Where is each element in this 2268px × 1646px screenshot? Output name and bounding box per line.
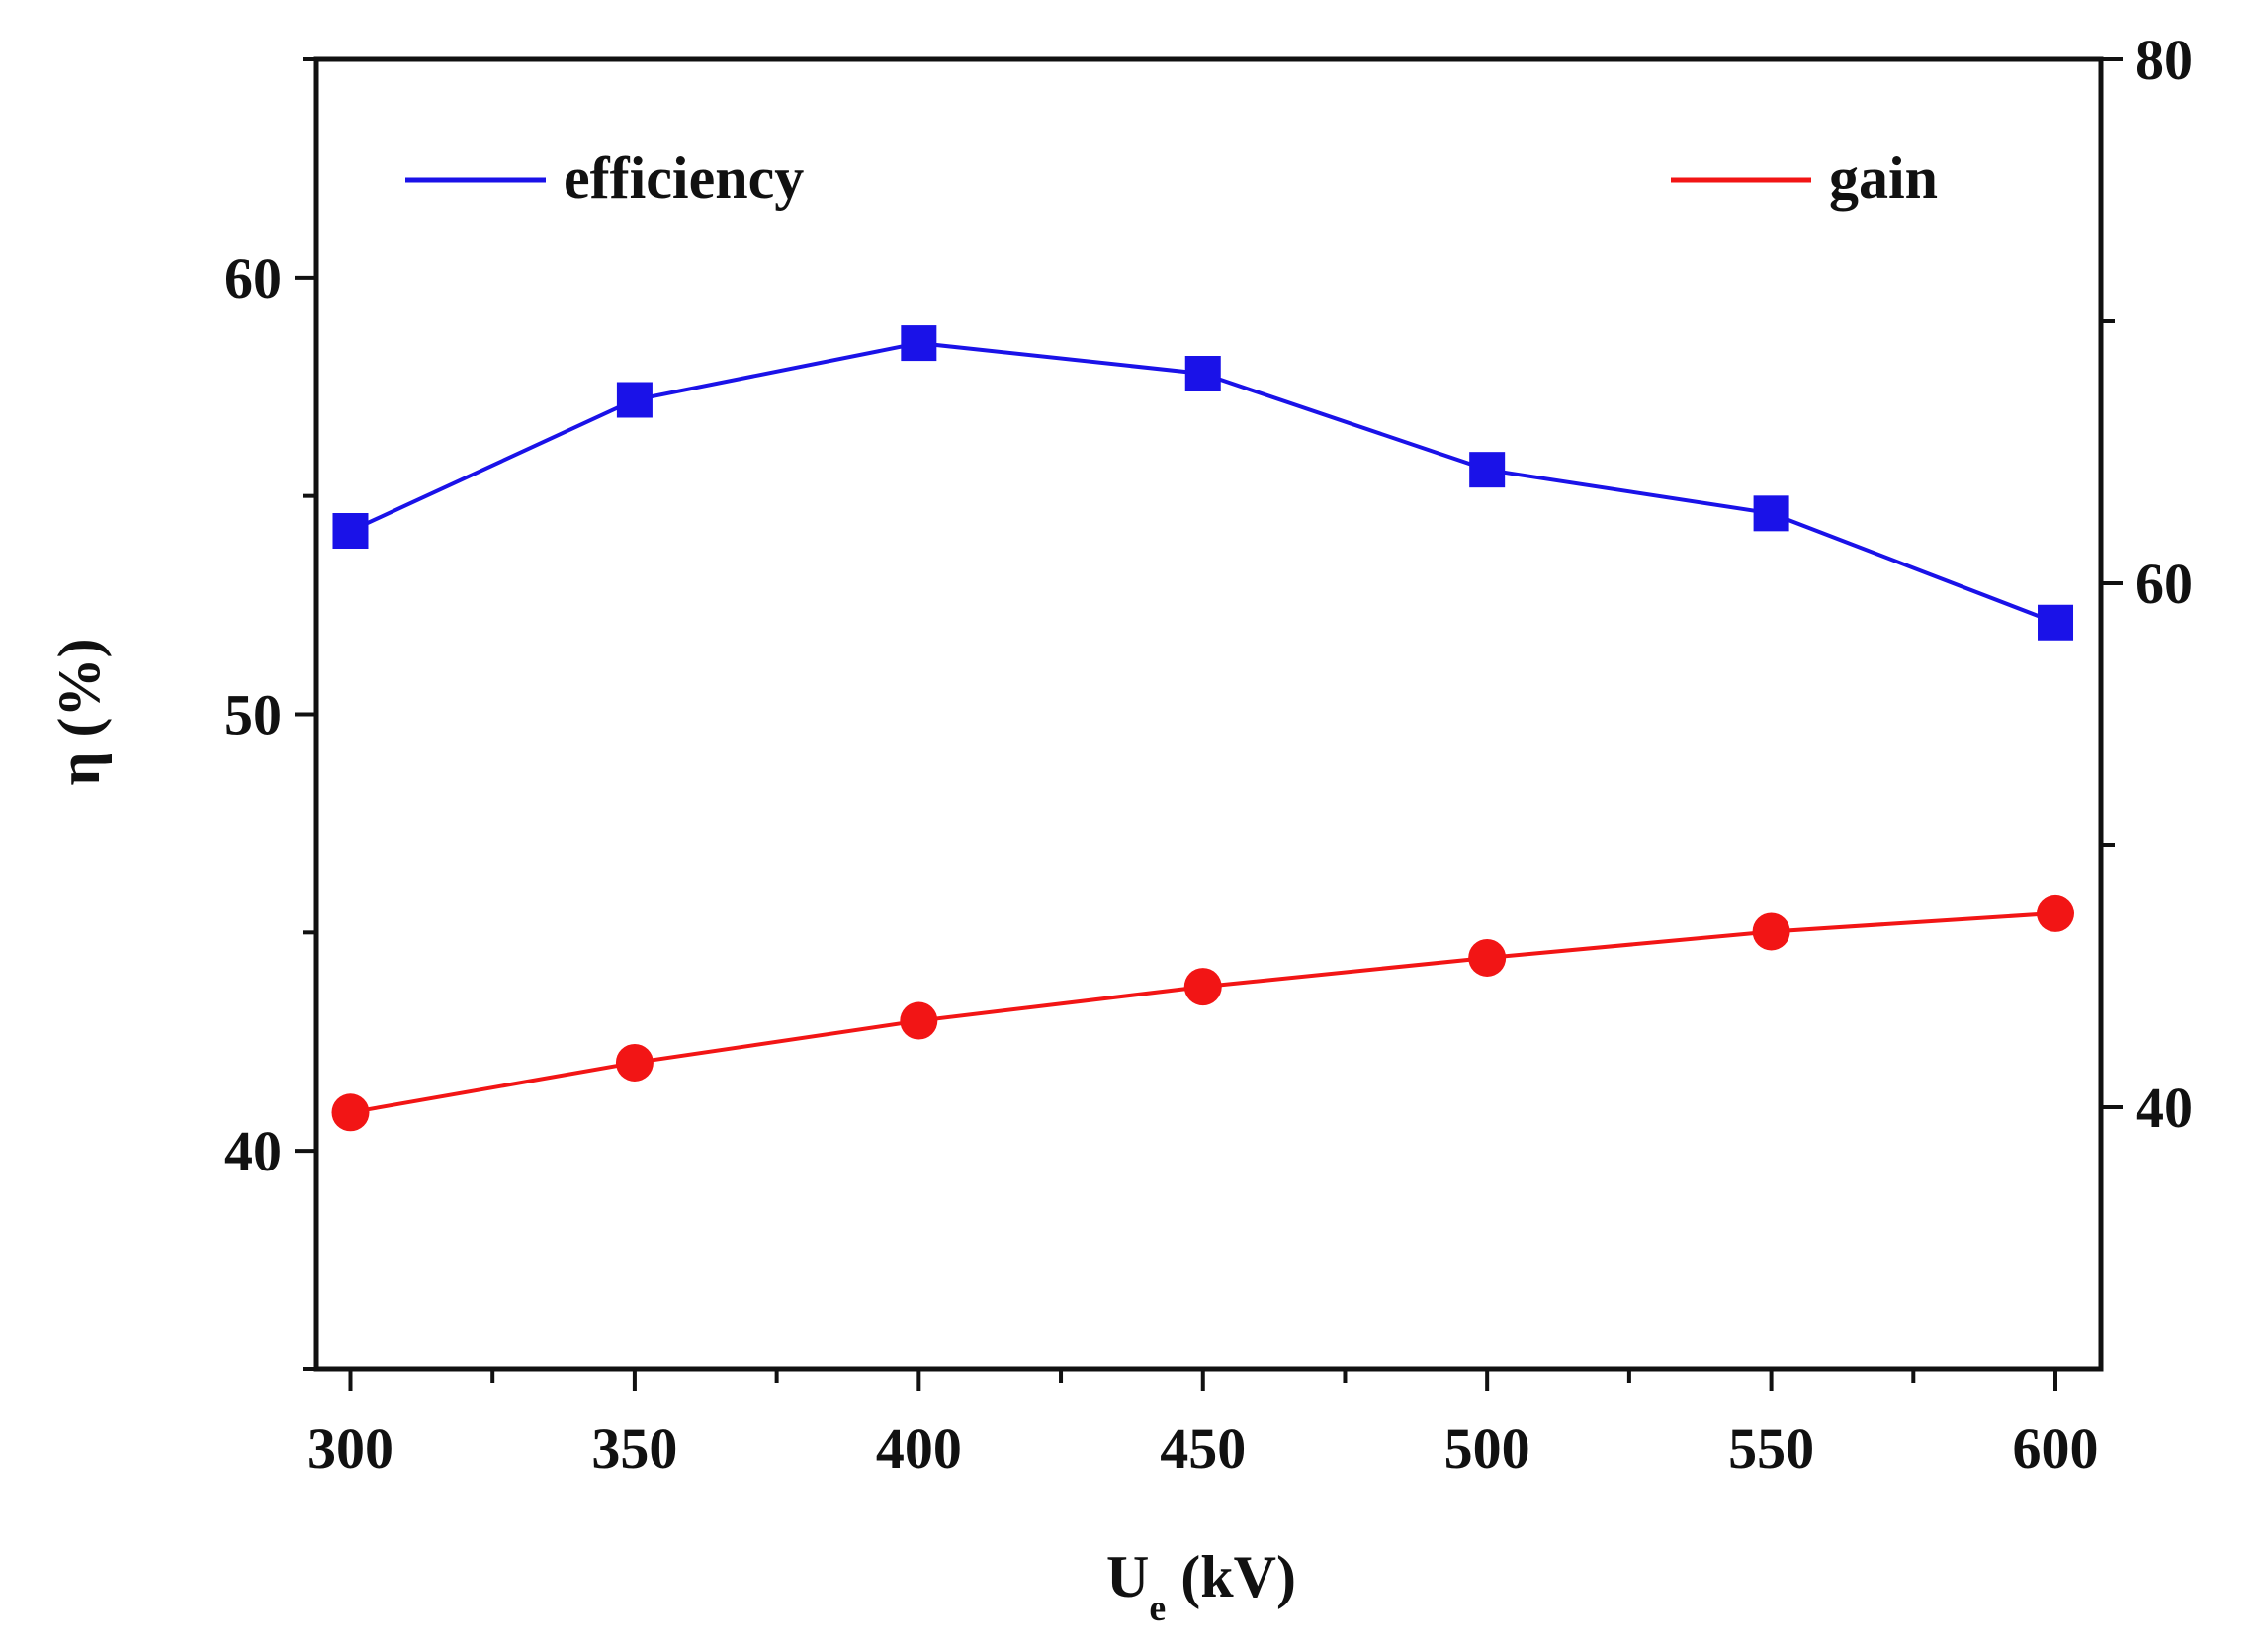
x-axis-title-main: U: [1106, 1544, 1149, 1609]
x-axis-title: Ue (kV): [1106, 1544, 1296, 1629]
data-point-efficiency: [901, 325, 937, 362]
data-point-efficiency: [1184, 356, 1221, 391]
y-left-tick-label: 60: [224, 246, 282, 310]
y-right-tick-label: 80: [2136, 28, 2193, 92]
x-tick-label: 350: [591, 1417, 677, 1481]
legend: efficiency gain: [405, 145, 1938, 211]
y-axis-title-left: η (%): [46, 638, 112, 785]
data-point-gain: [2037, 894, 2075, 932]
data-point-gain: [615, 1043, 654, 1082]
y-right-tick-label: 40: [2136, 1076, 2193, 1140]
series-group: [331, 325, 2075, 1132]
data-point-gain: [331, 1093, 370, 1132]
data-point-efficiency: [2038, 604, 2074, 641]
data-point-efficiency: [332, 513, 369, 549]
x-tick-label: 550: [1728, 1417, 1814, 1481]
data-point-efficiency: [616, 382, 653, 418]
data-point-efficiency: [1469, 452, 1506, 488]
y-left-tick-label: 40: [224, 1119, 282, 1183]
data-point-efficiency: [1753, 495, 1789, 532]
x-tick-label: 600: [2013, 1417, 2099, 1481]
data-point-gain: [900, 1001, 938, 1040]
x-tick-label: 500: [1444, 1417, 1530, 1481]
data-point-gain: [1468, 938, 1507, 977]
axis-ticks: 300 350 400 450 500 550 600 40 50 60 40 60 80: [224, 28, 2193, 1481]
y-right-tick-label: 60: [2136, 552, 2193, 616]
x-tick-label: 400: [876, 1417, 962, 1481]
legend-label-efficiency: efficiency: [564, 145, 804, 211]
x-tick-label: 300: [307, 1417, 393, 1481]
x-axis-title-subscript: e: [1149, 1588, 1166, 1629]
data-point-gain: [1183, 968, 1222, 1006]
y-left-tick-label: 50: [224, 683, 282, 747]
data-point-gain: [1752, 912, 1790, 951]
legend-label-gain: gain: [1829, 145, 1938, 211]
x-axis-title-unit: (kV): [1166, 1544, 1296, 1609]
x-tick-label: 450: [1160, 1417, 1246, 1481]
